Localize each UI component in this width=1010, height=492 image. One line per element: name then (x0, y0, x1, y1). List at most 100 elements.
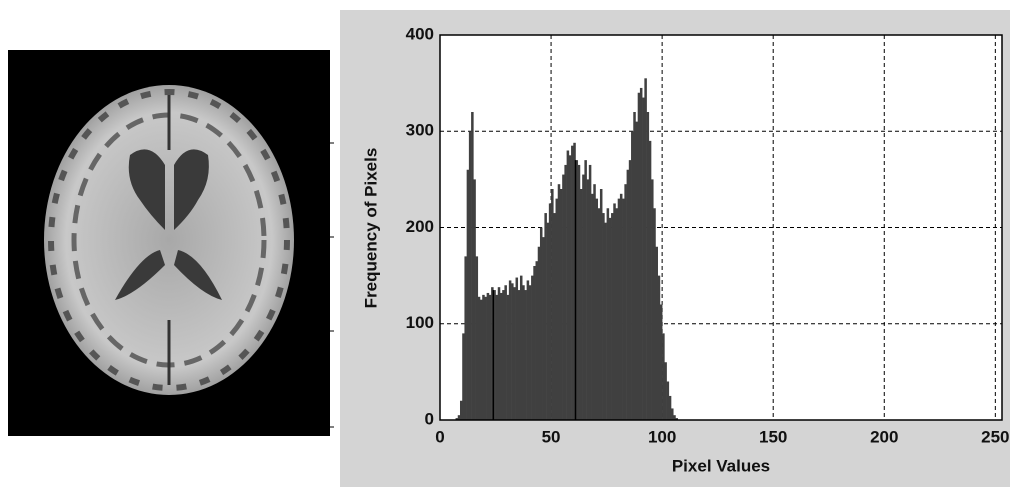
bar (499, 292, 503, 420)
bar (606, 208, 610, 420)
bar (535, 261, 539, 420)
bar (651, 179, 654, 420)
bar (655, 246, 658, 420)
bar (537, 246, 541, 420)
bar (611, 213, 614, 420)
bar (515, 277, 519, 420)
bar (671, 408, 674, 420)
bar (597, 208, 601, 420)
bar (486, 292, 490, 420)
bar (462, 333, 465, 420)
bar (653, 208, 656, 420)
bar (542, 237, 545, 420)
bar (637, 92, 641, 420)
bar (544, 213, 547, 420)
bar (502, 290, 505, 420)
y-tick-label: 400 (406, 24, 434, 43)
bar (455, 418, 459, 420)
x-tick-label: 100 (648, 427, 676, 446)
x-tick-label: 0 (435, 427, 444, 446)
bar (533, 266, 536, 420)
bar (519, 275, 523, 420)
bar (604, 222, 607, 420)
bar (644, 78, 647, 420)
bar (599, 189, 603, 420)
bar (528, 285, 532, 420)
bar (493, 290, 496, 420)
bar (662, 333, 665, 420)
y-tick-label: 200 (406, 217, 434, 236)
bar (497, 287, 501, 420)
bar (511, 283, 514, 420)
mri-image (8, 50, 334, 436)
bar (591, 193, 594, 420)
bar (473, 179, 476, 420)
bar (659, 304, 663, 420)
bar (646, 112, 650, 420)
bar (573, 142, 576, 421)
bar (459, 400, 463, 420)
x-axis-label: Pixel Values (672, 456, 770, 475)
bar (631, 131, 634, 420)
bar (531, 275, 534, 420)
bar (593, 184, 596, 420)
bar (639, 87, 643, 420)
y-tick-label: 0 (425, 409, 434, 428)
x-tick-label: 50 (542, 427, 561, 446)
bar (564, 164, 567, 420)
bar (613, 203, 616, 420)
y-axis-label: Frequency of Pixels (361, 148, 380, 309)
bar (555, 198, 559, 420)
bar (619, 193, 623, 420)
bar (539, 227, 543, 420)
bar (471, 112, 474, 420)
bar (622, 198, 625, 420)
x-tick-label: 250 (981, 427, 1009, 446)
bar (475, 256, 479, 420)
bar (495, 294, 499, 420)
plot-frame (439, 34, 1003, 421)
bar (602, 213, 605, 420)
bar (517, 290, 521, 420)
bar (562, 174, 565, 420)
bar (468, 131, 472, 420)
bar (464, 256, 467, 420)
bar (586, 179, 590, 420)
bar (595, 198, 599, 420)
bar (504, 285, 507, 420)
bar (633, 112, 636, 420)
bar (484, 296, 487, 420)
bar (524, 290, 527, 420)
x-tick-label: 150 (759, 427, 787, 446)
bar (666, 381, 670, 420)
bar (648, 140, 652, 420)
bar (626, 169, 630, 420)
bar (568, 155, 572, 420)
bar (553, 213, 556, 420)
bar (642, 97, 645, 420)
bar (588, 164, 592, 420)
bar (628, 160, 632, 420)
bar (457, 415, 461, 420)
bar (635, 121, 638, 420)
bar (673, 415, 676, 420)
x-tick-label: 200 (870, 427, 898, 446)
bar (526, 280, 530, 420)
bar (657, 275, 661, 420)
bar (582, 174, 585, 420)
bar (675, 418, 678, 420)
bar (571, 145, 574, 420)
bar (488, 294, 492, 420)
bar (477, 296, 481, 420)
bar (508, 280, 512, 420)
bar (479, 299, 483, 420)
bar (557, 184, 561, 420)
bar (624, 184, 627, 420)
bar (584, 160, 587, 420)
bar (579, 189, 583, 420)
bar (664, 362, 667, 420)
bar (466, 169, 470, 420)
bar (617, 198, 621, 420)
y-tick-label: 100 (406, 313, 434, 332)
